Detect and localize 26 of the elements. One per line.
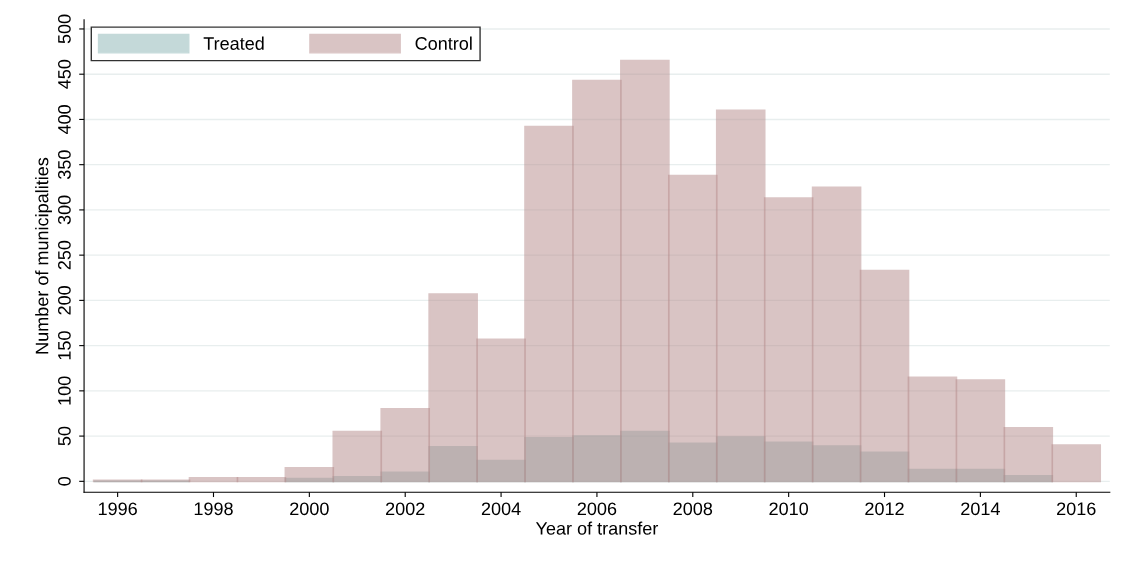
y-axis-title: Number of municipalities (35, 157, 52, 354)
y-tick-label: 150 (58, 331, 71, 360)
x-tick-label: 2010 (769, 502, 809, 516)
legend-label: Treated (203, 36, 264, 50)
y-tick-label: 250 (58, 240, 71, 270)
x-tick-label: 2004 (481, 502, 521, 516)
x-tick-label: 2012 (865, 502, 904, 516)
x-tick-label: 2000 (290, 502, 329, 516)
x-tick-label: 2008 (673, 502, 713, 516)
y-tick-label: 200 (58, 286, 71, 315)
x-tick-label: 2016 (1057, 502, 1096, 516)
y-tick-label: 500 (58, 14, 71, 44)
y-tick-label: 50 (58, 426, 71, 446)
x-tick-label: 2014 (961, 502, 1000, 516)
y-tick-label: 350 (58, 150, 71, 180)
y-tick-label: 400 (58, 105, 71, 135)
x-tick-label: 2006 (577, 502, 617, 516)
x-axis-title: Year of transfer (535, 521, 659, 535)
y-tick-label: 100 (58, 376, 71, 405)
legend-label: Control (415, 36, 472, 50)
x-tick-label: 1996 (98, 502, 137, 516)
x-tick-label: 2002 (386, 502, 425, 516)
x-tick-label: 1998 (194, 502, 233, 516)
y-tick-label: 300 (58, 195, 71, 225)
y-tick-label: 450 (58, 59, 71, 89)
y-tick-label: 0 (58, 477, 71, 486)
